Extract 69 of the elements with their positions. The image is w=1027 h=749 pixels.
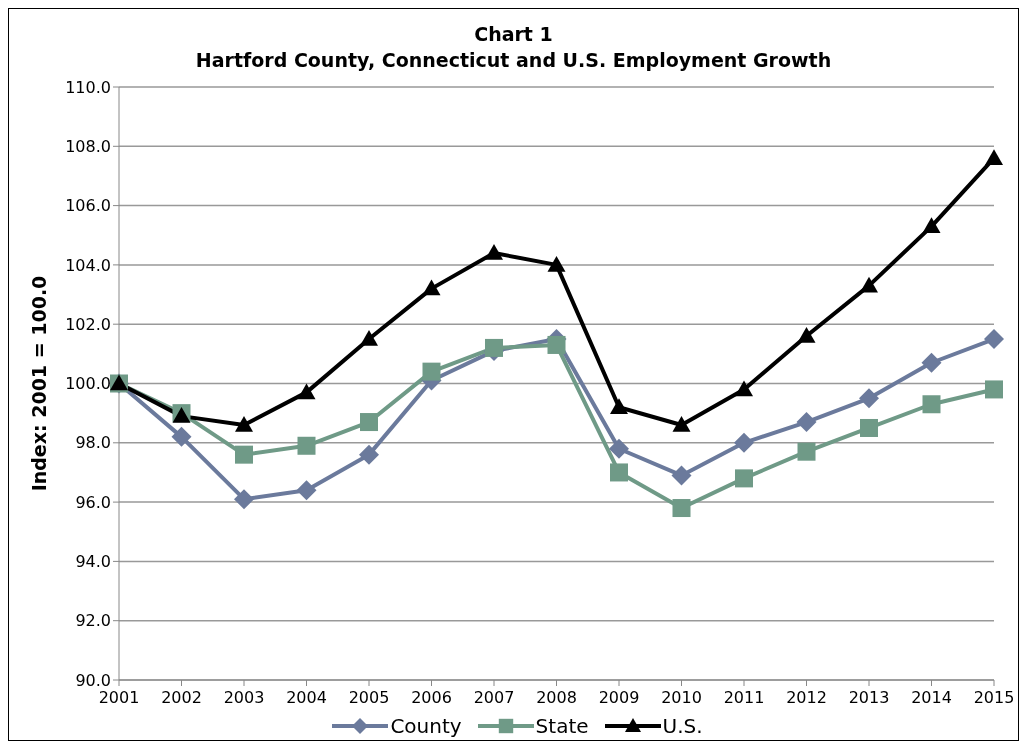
y-tick-label: 108.0 [65,136,111,156]
point [485,244,503,260]
point [672,416,691,432]
point [235,445,253,464]
x-tick-label: 2010 [661,688,702,708]
point [171,426,192,447]
point [422,279,441,296]
x-tick-label: 2012 [786,688,827,708]
point [796,412,817,433]
point [235,416,253,432]
y-tick-label: 102.0 [65,314,111,334]
point [547,255,566,272]
x-tick-label: 2008 [536,688,577,708]
point [610,463,628,482]
x-tick-label: 2002 [161,688,202,708]
point [672,499,691,518]
x-tick-label: 2007 [473,688,515,708]
point [860,276,878,293]
point [985,149,1003,165]
y-tick-label: 90.0 [75,670,111,690]
point [735,380,753,397]
point [234,489,254,510]
point [984,329,1004,350]
point [859,388,879,409]
x-tick-label: 2013 [848,688,890,708]
x-tick-label: 2004 [286,688,327,708]
x-tick-label: 2001 [98,688,140,708]
point [860,418,878,437]
point [360,330,378,346]
legend-label: U.S. [662,714,703,738]
point [422,362,441,381]
point [485,338,503,357]
y-axis-title: Index: 2001 = 100.0 [27,275,50,492]
point [610,398,628,414]
y-tick-label: 92.0 [75,611,111,631]
chart-title: Chart 1 [473,22,554,47]
x-tick-label: 2011 [723,688,765,708]
x-tick-label: 2006 [411,688,452,708]
point [609,438,629,459]
legend-label: County [390,714,462,738]
point [735,469,753,488]
point [734,432,754,453]
y-tick-label: 110.0 [65,77,111,97]
y-tick-label: 106.0 [65,196,111,216]
x-tick-label: 2003 [223,688,265,708]
point [296,480,317,501]
point [547,335,566,354]
point [797,442,816,461]
point [360,413,378,432]
point [797,327,816,343]
point [297,383,316,400]
x-tick-label: 2005 [348,688,390,708]
x-tick-label: 2009 [598,688,640,708]
x-tick-label: 2014 [911,688,952,708]
x-tick-label: 2015 [973,688,1015,708]
point [671,465,692,486]
legend-label: State [535,714,589,738]
point [297,436,316,455]
point [921,352,942,373]
y-tick-label: 94.0 [75,552,111,572]
point [985,380,1003,399]
y-tick-label: 104.0 [65,255,111,275]
y-tick-label: 100.0 [65,374,111,394]
point [922,395,941,414]
y-tick-label: 96.0 [75,492,111,512]
point [359,444,379,465]
point [922,217,941,234]
chart-subtitle: Hartford County, Connecticut and U.S. Employment Growth [194,48,833,73]
y-tick-label: 98.0 [75,433,111,453]
